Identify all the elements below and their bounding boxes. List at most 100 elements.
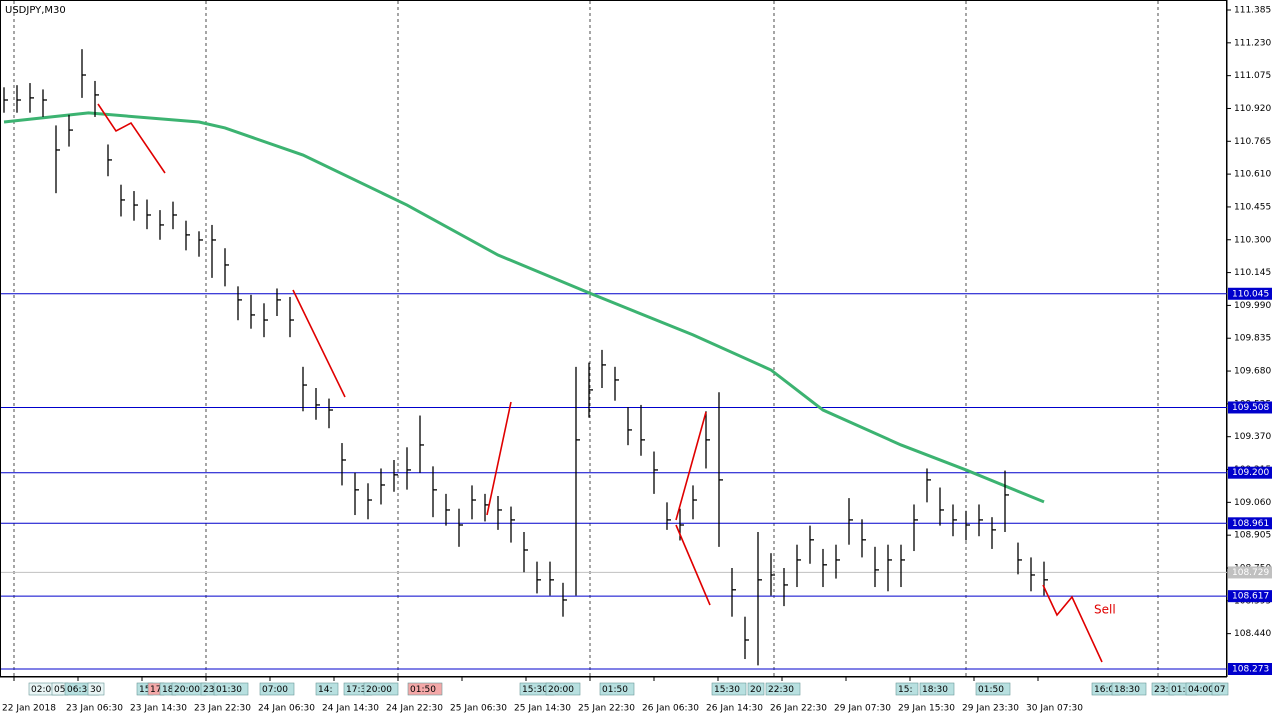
time-tag-box (1211, 682, 1229, 696)
x-tick-label: 26 Jan 22:30 (770, 704, 827, 714)
current-price-box (1228, 566, 1272, 579)
time-tag: 15: (898, 685, 912, 695)
time-tag: 07:00 (262, 685, 288, 695)
time-tag: 17:3 (346, 685, 366, 695)
time-tag-box (259, 682, 295, 696)
time-tag: 17 (150, 685, 161, 695)
time-tag-box (919, 682, 955, 696)
time-tag: 15:30 (522, 685, 548, 695)
y-tick-label: 110.610 (1234, 170, 1271, 180)
y-tick-label: 108.905 (1234, 531, 1271, 541)
time-tag: 05 (54, 685, 65, 695)
time-tag: 01:50 (602, 685, 628, 695)
y-tick-label: 109.680 (1234, 367, 1271, 377)
level-label: 110.045 (1232, 289, 1269, 299)
time-tag: 23 (203, 685, 214, 695)
x-tick-label: 25 Jan 14:30 (514, 704, 571, 714)
time-tag: 20:00 (548, 685, 574, 695)
time-tag-box (765, 682, 801, 696)
current-price-label: 108.729 (1232, 568, 1269, 578)
y-tick-label: 109.370 (1234, 432, 1271, 442)
time-tag: 15 (139, 685, 150, 695)
time-tag: 20:00 (366, 685, 392, 695)
y-tick-label: 110.455 (1234, 202, 1271, 212)
x-tick-label: 22 Jan 2018 (2, 704, 56, 714)
time-tag: 04:00 (1188, 685, 1214, 695)
level-label: 108.617 (1232, 592, 1269, 602)
x-tick-label: 25 Jan 06:30 (450, 704, 507, 714)
time-tag: 16:0 (1094, 685, 1114, 695)
time-tag-box (315, 682, 339, 696)
chart-title: USDJPY,M30 (5, 5, 66, 16)
x-tick-label: 23 Jan 06:30 (66, 704, 123, 714)
level-label: 108.961 (1232, 519, 1269, 529)
time-tag-box (747, 682, 765, 696)
time-tag-box (213, 682, 249, 696)
y-tick-label: 111.075 (1234, 71, 1271, 81)
time-tag-box (895, 682, 919, 696)
time-tag: 14: (318, 685, 332, 695)
x-tick-label: 26 Jan 06:30 (642, 704, 699, 714)
x-tick-label: 24 Jan 22:30 (386, 704, 443, 714)
time-tag: 01:5 (1171, 685, 1191, 695)
x-tick-label: 24 Jan 06:30 (258, 704, 315, 714)
time-tag: 18:30 (1114, 685, 1140, 695)
x-tick-label: 23 Jan 22:30 (194, 704, 251, 714)
time-tag: 02:00 (31, 685, 57, 695)
plot-frame (0, 0, 1227, 677)
x-tick-label: 26 Jan 14:30 (706, 704, 763, 714)
level-box (1228, 401, 1272, 414)
y-tick-label: 110.920 (1234, 104, 1271, 114)
time-tag: 20:00 (174, 685, 200, 695)
time-tag-box (545, 682, 581, 696)
arrow (1042, 584, 1103, 663)
level-label: 109.508 (1232, 403, 1269, 413)
arrow (486, 401, 512, 516)
y-tick-label: 110.300 (1234, 235, 1271, 245)
x-tick-label: 25 Jan 22:30 (578, 704, 635, 714)
time-tag-box (975, 682, 1011, 696)
time-tag-box (87, 682, 105, 696)
time-tag: 18 (162, 685, 174, 695)
time-tag: 30 (90, 685, 102, 695)
y-tick-label: 109.060 (1234, 498, 1271, 508)
level-box (1228, 517, 1272, 530)
level-label: 108.273 (1232, 665, 1269, 675)
moving-average (3, 111, 1045, 504)
annotation: Sell (1094, 603, 1116, 617)
time-tag: 23: (1154, 685, 1168, 695)
arrow (97, 103, 166, 174)
time-tag: 22:30 (768, 685, 794, 695)
level-box (1228, 466, 1272, 479)
time-tag-box (599, 682, 635, 696)
y-tick-label: 109.990 (1234, 301, 1271, 311)
time-tag: 01:50 (978, 685, 1004, 695)
x-tick-label: 29 Jan 15:30 (898, 704, 955, 714)
y-tick-label: 109.835 (1234, 334, 1271, 344)
arrow (292, 289, 346, 398)
level-box (1228, 663, 1272, 675)
level-label: 109.200 (1232, 468, 1269, 478)
time-tag-box (363, 682, 399, 696)
time-tag: 01:30 (216, 685, 242, 695)
arrow (675, 411, 707, 521)
y-tick-label: 108.440 (1234, 629, 1271, 639)
y-tick-label: 110.765 (1234, 137, 1271, 147)
time-tag-box (1111, 682, 1147, 696)
x-tick-label: 29 Jan 07:30 (834, 704, 891, 714)
time-tag: 15:30 (714, 685, 740, 695)
time-tag: 07 (1214, 685, 1225, 695)
arrow (675, 524, 711, 606)
time-tag: 18:30 (922, 685, 948, 695)
time-tag-box (711, 682, 747, 696)
level-box (1228, 590, 1272, 603)
x-tick-label: 29 Jan 23:30 (962, 704, 1019, 714)
x-tick-label: 24 Jan 14:30 (322, 704, 379, 714)
time-tag: 20 (750, 685, 762, 695)
y-tick-label: 110.145 (1234, 268, 1271, 278)
level-box (1228, 287, 1272, 300)
time-tag: 06:30 (67, 685, 93, 695)
time-tag-box (407, 682, 443, 696)
y-tick-label: 111.230 (1234, 38, 1271, 48)
